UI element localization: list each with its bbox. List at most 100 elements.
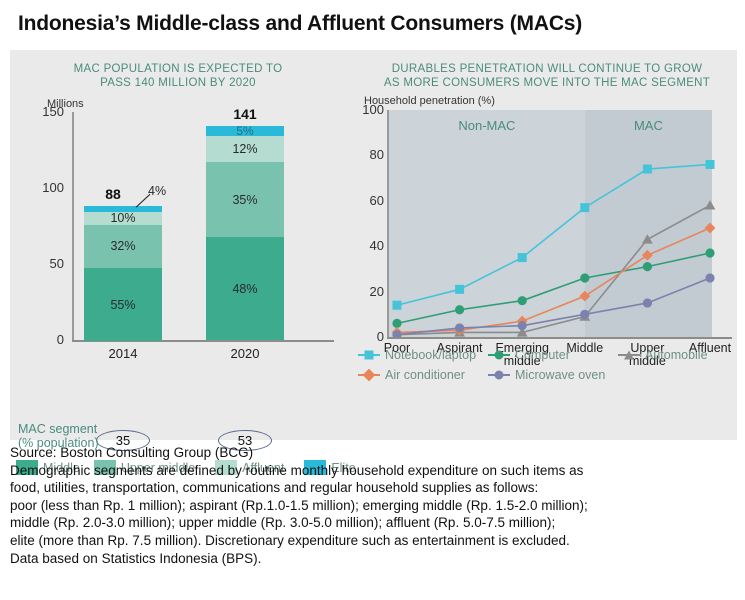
legend-line-icon — [488, 350, 510, 360]
bar-legend-item[interactable]: Affluent — [215, 460, 284, 475]
footnote: Source: Boston Consulting Group (BCG) Dem… — [10, 444, 735, 567]
data-point-marker[interactable] — [392, 300, 402, 310]
data-point-marker[interactable] — [517, 253, 527, 263]
bar-legend-item[interactable]: Upper middle — [93, 460, 196, 475]
mac-segment-badge: 53 — [218, 430, 272, 451]
line-legend-label: Air conditioner — [385, 368, 465, 382]
bar-legend-label: Upper middle — [120, 460, 196, 475]
data-point-marker[interactable] — [642, 249, 653, 261]
data-point-marker[interactable] — [580, 309, 590, 319]
bar-legend-item[interactable]: Elite — [304, 460, 356, 475]
bar-total-label: 141 — [233, 105, 257, 122]
bar-x-axis-line — [72, 340, 334, 342]
data-point-marker[interactable] — [705, 159, 715, 169]
data-point-marker[interactable] — [455, 284, 465, 294]
line-series-computer[interactable] — [392, 248, 715, 328]
data-point-marker[interactable] — [517, 296, 527, 306]
bar-legend-label: Affluent — [242, 460, 285, 475]
line-series-microwave-oven[interactable] — [392, 273, 715, 337]
bar-segment-label: 5% — [236, 124, 254, 139]
footnote-line: elite (more than Rp. 7.5 million). Discr… — [10, 532, 570, 548]
line-legend-item[interactable]: Notebook/laptop — [358, 348, 488, 362]
bar-segment-affluent[interactable]: 10% — [84, 211, 162, 226]
line-legend-row: Air conditioner Microwave oven — [358, 368, 738, 382]
line-x-label: Middle — [545, 342, 625, 355]
bar-legend-item[interactable]: Middle — [16, 460, 80, 475]
bar-segment-middle[interactable]: 55% — [84, 267, 162, 342]
footnote-line: middle (Rp. 2.0-3.0 million); upper midd… — [10, 515, 556, 531]
bar-chart-legend: Middle Upper middle Affluent Elite — [16, 460, 356, 475]
band-non-mac-label: Non-MAC — [458, 118, 516, 133]
line-series-automobile[interactable] — [392, 200, 716, 337]
line-y-tick: 100 — [362, 102, 384, 117]
line-x-label-line: Affluent — [688, 341, 732, 355]
bar-total-label: 88 — [105, 186, 121, 203]
data-point-marker[interactable] — [516, 327, 528, 337]
mac-segment-label-line2: (% population) — [18, 436, 99, 450]
line-y-axis-ticks: 100 80 60 40 20 0 — [350, 50, 384, 440]
data-point-marker[interactable] — [580, 273, 590, 283]
line-y-tick: 40 — [369, 238, 384, 254]
bar-x-label: 2020 — [230, 346, 260, 361]
band-mac-label: MAC — [633, 118, 663, 133]
bar-segment-elite[interactable]: 5% — [206, 124, 284, 139]
line-series-canvas — [391, 159, 716, 337]
data-point-marker[interactable] — [704, 222, 716, 234]
bar-chart-heading-line1: MAC POPULATION IS EXPECTED TO — [73, 63, 283, 75]
bar-segment-middle[interactable]: 48% — [206, 237, 284, 340]
bar-legend-label: Middle — [43, 460, 80, 475]
bar-column[interactable]: 5% 12% 35% 48% — [206, 124, 284, 340]
data-point-marker[interactable] — [455, 305, 465, 315]
line-legend-item[interactable]: Air conditioner — [358, 368, 488, 382]
mac-segment-label-line1: MAC segment — [18, 422, 98, 436]
data-point-marker[interactable] — [642, 234, 653, 244]
data-point-marker[interactable] — [392, 318, 402, 328]
bar-y-axis-ticks: 150 100 50 0 — [28, 50, 64, 440]
legend-swatch-icon — [93, 460, 116, 475]
bar-y-tick: 50 — [49, 256, 64, 271]
line-y-axis-title: Household penetration (%) — [364, 95, 495, 107]
charts-panel: MAC POPULATION IS EXPECTED TO PASS 140 M… — [10, 50, 738, 475]
line-legend-label: Computer — [515, 348, 570, 362]
bar-segment-upper-middle[interactable]: 32% — [84, 224, 162, 268]
data-point-marker[interactable] — [579, 290, 591, 302]
page-title: Indonesia’s Middle-class and Affluent Co… — [18, 12, 583, 35]
line-x-label-line: middle — [503, 354, 541, 368]
bar-segment-label: 10% — [110, 211, 136, 226]
footnote-line: Data based on Statistics Indonesia (BPS)… — [10, 550, 262, 566]
data-point-marker[interactable] — [642, 164, 652, 174]
line-x-label-line: Poor — [383, 341, 411, 355]
line-x-label-line: Middle — [566, 341, 604, 355]
data-point-marker[interactable] — [642, 262, 652, 272]
bar-segment-upper-middle[interactable]: 35% — [206, 162, 284, 238]
legend-line-icon — [358, 368, 380, 382]
bar-column[interactable]: 10% 32% 55% — [84, 206, 162, 342]
line-chart-legend: Notebook/laptop Computer Automobile Air con… — [358, 348, 738, 388]
bar-segment-affluent[interactable]: 12% — [206, 136, 284, 163]
mac-segment-label: MAC segment (% population) — [18, 422, 99, 450]
line-series-notebook-laptop[interactable] — [392, 159, 715, 310]
data-point-marker[interactable] — [392, 330, 402, 337]
bar-x-label: 2014 — [108, 346, 138, 361]
data-point-marker[interactable] — [455, 323, 465, 333]
bar-legend-label: Elite — [331, 460, 356, 475]
bar-segment-label: 12% — [232, 142, 258, 157]
line-legend-label: Microwave oven — [515, 368, 606, 382]
line-x-label: Aspirant — [420, 342, 500, 355]
line-legend-item[interactable]: Computer — [488, 348, 618, 362]
line-x-label: Upper middle — [607, 342, 687, 368]
line-chart-heading-line2: AS MORE CONSUMERS MOVE INTO THE MAC SEGM… — [383, 77, 711, 89]
line-y-tick: 60 — [369, 192, 384, 208]
data-point-marker[interactable] — [705, 248, 715, 258]
data-point-marker[interactable] — [580, 203, 590, 213]
line-y-tick: 20 — [369, 283, 384, 299]
line-legend-item[interactable]: Automobile — [618, 348, 708, 362]
line-legend-item[interactable]: Microwave oven — [488, 368, 605, 382]
line-x-label-line: Aspirant — [436, 341, 483, 355]
data-point-marker[interactable] — [704, 200, 716, 210]
data-point-marker[interactable] — [642, 298, 652, 308]
bar-segment-elite[interactable] — [84, 206, 162, 212]
legend-swatch-icon — [16, 460, 38, 475]
data-point-marker[interactable] — [705, 273, 715, 283]
data-point-marker[interactable] — [517, 321, 527, 331]
